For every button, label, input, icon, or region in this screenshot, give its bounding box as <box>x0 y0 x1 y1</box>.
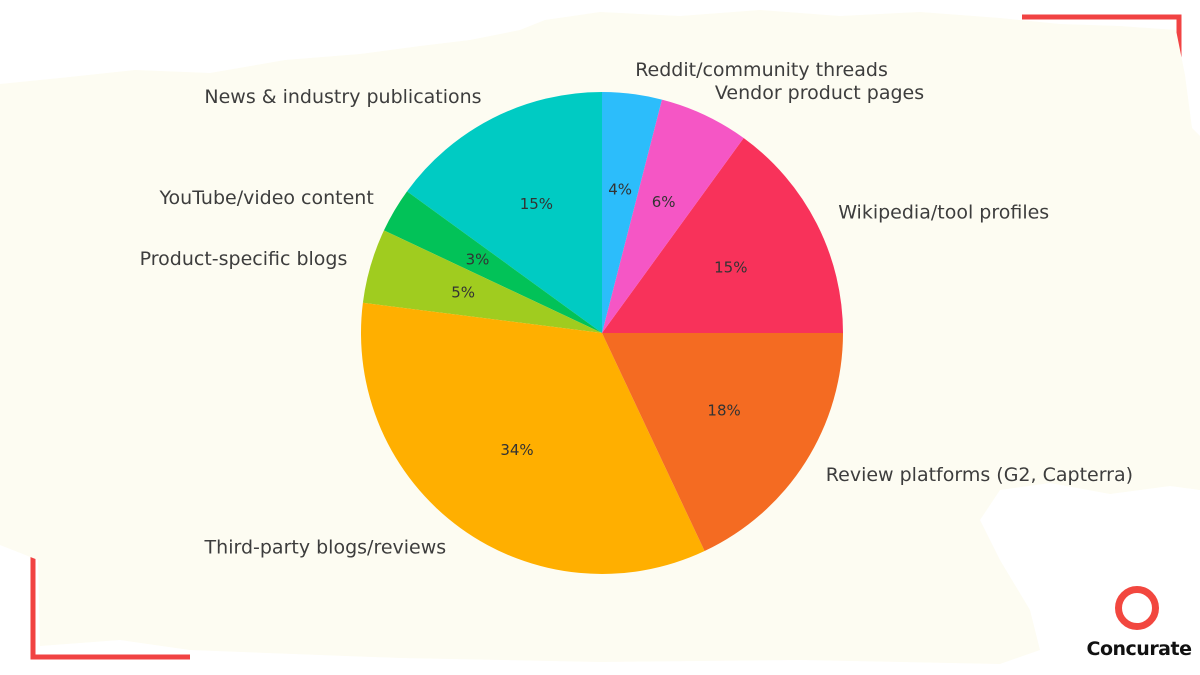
pie-slice-reddit-community-threads <box>602 92 662 333</box>
pct-label-youtube-video-content: 3% <box>466 250 490 268</box>
slice-labels: News & industry publications YouTube/vide… <box>140 59 1133 559</box>
pie-slice-youtube-video-content <box>383 191 602 333</box>
pie-slice-vendor-product-pages <box>602 99 744 333</box>
pie-slice-third-party-blogs-reviews <box>360 302 705 574</box>
brand-ring-icon <box>1115 586 1159 630</box>
pct-label-news-industry-publications: 15% <box>520 195 553 213</box>
slice-label-product-specific-blogs: Product-specific blogs <box>140 248 348 270</box>
pie-slice-wikipedia-tool-profiles <box>602 138 843 333</box>
slice-label-news-industry-publications: News & industry publications <box>204 86 481 108</box>
slice-label-third-party-blogs-reviews: Third-party blogs/reviews <box>204 537 447 559</box>
slice-label-wikipedia-tool-profiles: Wikipedia/tool profiles <box>838 202 1049 224</box>
slice-label-review-platforms-g2-capterra: Review platforms (G2, Capterra) <box>826 464 1133 486</box>
pct-label-third-party-blogs-reviews: 34% <box>500 441 533 459</box>
pct-label-reddit-community-threads: 4% <box>608 181 632 199</box>
slice-label-youtube-video-content: YouTube/video content <box>158 187 373 209</box>
pct-label-product-specific-blogs: 5% <box>451 284 475 302</box>
pct-label-review-platforms-g2-capterra: 18% <box>707 402 740 420</box>
pct-label-vendor-product-pages: 6% <box>652 193 676 211</box>
brand-name: Concurate <box>1086 638 1192 660</box>
red-corner-accent-bottom-left <box>30 553 190 660</box>
pct-label-wikipedia-tool-profiles: 15% <box>714 258 747 276</box>
pie-slice-news-industry-publications <box>407 92 602 333</box>
slice-label-vendor-product-pages: Vendor product pages <box>715 82 924 104</box>
pie-slices <box>360 92 843 574</box>
pie-slice-product-specific-blogs <box>362 230 602 333</box>
pie-slice-review-platforms-g2-capterra <box>602 333 843 552</box>
percentage-labels: 15% 3% 5% 34% 18% 15% 6% 4% <box>451 181 747 460</box>
slice-label-reddit-community-threads: Reddit/community threads <box>635 59 888 81</box>
concurate-logo: Concurate <box>1082 586 1196 666</box>
